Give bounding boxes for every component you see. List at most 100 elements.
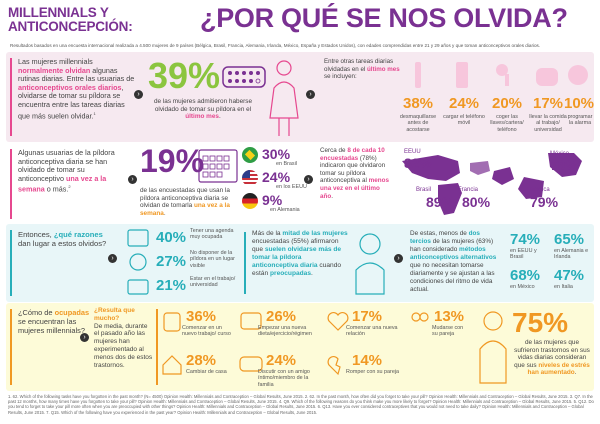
eye-icon (129, 253, 147, 271)
mascara-icon (415, 62, 421, 88)
task-label: llevar la comida al trabajo/ universidad (529, 114, 567, 133)
q2-sup: 2 (68, 184, 71, 190)
event-stat: 14% (352, 352, 383, 369)
event-stat: 24% (266, 352, 297, 369)
cp-label: en EEUU y Brasil (510, 248, 537, 261)
cerca-text: Cerca de 8 de cada 10 encuestadas (78%) … (320, 147, 394, 200)
event-label: Empezar una nueva dieta/ejercicio/régime… (258, 325, 312, 338)
country-label: en Brasil (276, 161, 297, 167)
desc1-b: último mes (185, 113, 219, 121)
section-2-rule (10, 149, 12, 219)
event-label: Discutir con un amigo íntimo/miembro de … (258, 369, 310, 388)
q4-b: ocupadas (54, 308, 90, 317)
right-b: dos tercios (410, 230, 480, 245)
stat-19-desc: de las encuestadas que usan la píldora a… (140, 187, 240, 217)
arrow-right-icon: › (108, 254, 117, 263)
map-label: EEUU (404, 149, 421, 155)
map-label: Francia (458, 187, 479, 193)
q1-c: algunas rutinas diarias. Entre las usuar… (18, 65, 135, 84)
desc2-a: de las encuestadas que usan la píldora a… (140, 187, 230, 210)
stressed-woman-icon (479, 311, 507, 384)
reason-stat: 21% (156, 277, 187, 294)
task-stat: 10% (563, 95, 595, 112)
event-label: Cambiar de casa (186, 369, 227, 375)
event-stat: 28% (186, 352, 217, 369)
q1-e: , olvidarse de tomar su píldora se encue… (18, 82, 125, 120)
mid-f: preocupadas (269, 270, 312, 277)
q2-b: una vez a la semana (18, 173, 107, 194)
map-stat: 82% (404, 155, 433, 171)
cp-label: en Alemania e Irlanda (554, 248, 589, 261)
q2-c: o más. (44, 184, 69, 194)
other-a: Entre otras tareas diarias olvidadas en … (324, 58, 394, 73)
section-1-rule (10, 58, 12, 136)
stress-b: niveles de estrés han aumentado (527, 361, 590, 377)
reason-label: Estar en el trabajo/ universidad (190, 276, 236, 289)
other-tasks-intro: Entre otras tareas diarias olvidadas en … (324, 58, 404, 81)
stress-text: de las mujeres que sufrieron trastornos … (512, 339, 592, 377)
arrow-right-icon: › (304, 175, 313, 184)
map-label: México (550, 151, 570, 157)
brazil-flag-icon (242, 147, 258, 163)
q1-b: normalmente olvidan (18, 65, 91, 75)
event-label: Mudarse con su pareja (432, 325, 464, 338)
task-label: programar la alarma (567, 114, 593, 127)
cp-stat: 68% (510, 267, 541, 284)
map-usa (402, 155, 460, 181)
q4-c: se encuentran las mujeres millennials? (18, 316, 85, 335)
res-body: De media, durante el pasado año las muje… (94, 322, 153, 369)
right-e: que no necesitan tomarse diariamente y s… (410, 262, 495, 293)
scale-icon (240, 312, 262, 330)
right-c: de las mujeres (63%) han considerado (410, 238, 494, 253)
heart-icon (327, 312, 349, 331)
section-busy: ¿Cómo de ocupadas se encuentran las muje… (6, 303, 594, 391)
task-label: desmaquillarse antes de acostarse (399, 114, 437, 133)
arrow-right-icon: › (80, 333, 89, 342)
section-4-question: ¿Cómo de ocupadas se encuentran las muje… (18, 308, 90, 335)
lunch-box-icon (536, 68, 558, 86)
section-3-question: Entonces, ¿qué razones dan lugar a estos… (18, 230, 114, 248)
stress-a: de las mujeres que sufrieron trastornos … (514, 339, 590, 369)
mobile-phone-icon (456, 62, 468, 88)
divider (244, 232, 246, 294)
event-stat: 36% (186, 308, 217, 325)
arrow-right-icon: › (306, 90, 315, 99)
section-reasons: Entonces, ¿qué razones dan lugar a estos… (6, 224, 594, 302)
house-icon (162, 355, 182, 375)
section-weekly-forget: Algunas usuarias de la píldora anticonce… (6, 143, 594, 223)
map-label: Bélgica (530, 187, 550, 193)
briefcase-icon (127, 279, 149, 295)
germany-flag-icon (242, 193, 258, 209)
cerca-d: menos una vez en el último año (320, 177, 389, 200)
map-stat: 79% (550, 157, 579, 173)
map-stat: 89% (426, 194, 455, 210)
map-brazil (438, 183, 462, 215)
mid-e: cuando están (252, 262, 342, 277)
country-stat: 30% (262, 146, 291, 162)
backpack-icon (163, 312, 181, 332)
country-stat: 9% (262, 192, 283, 208)
calendar-icon (198, 149, 238, 183)
event-label: Romper con su pareja (346, 369, 400, 375)
stress-stat: 75% (512, 307, 569, 338)
event-stat: 17% (352, 308, 383, 325)
mid-c: encuestadas (55%) afirmaron que (252, 238, 339, 253)
busy-summary: ¿Resulta que mucho? De media, durante el… (94, 307, 154, 369)
task-label: cargar el teléfono móvil (443, 114, 485, 127)
cp-stat: 65% (554, 231, 585, 248)
desc2-c: . (163, 209, 166, 217)
keys-icon (496, 64, 509, 86)
world-map (402, 153, 582, 215)
map-france (492, 167, 514, 185)
map-belgium-region (518, 177, 544, 199)
section-forgotten-tasks: Las mujeres millennials normalmente olvi… (6, 52, 594, 142)
map-europe (470, 161, 490, 175)
stress-c: . (574, 369, 577, 377)
woman-silhouette-icon (269, 60, 299, 136)
q1-sup: 1 (93, 110, 96, 116)
cp-label: en Italia (554, 284, 573, 290)
reason-icons (127, 229, 149, 295)
map-stat: 80% (462, 194, 491, 210)
couple-icon (411, 312, 429, 322)
map-stat: 79% (530, 194, 559, 210)
